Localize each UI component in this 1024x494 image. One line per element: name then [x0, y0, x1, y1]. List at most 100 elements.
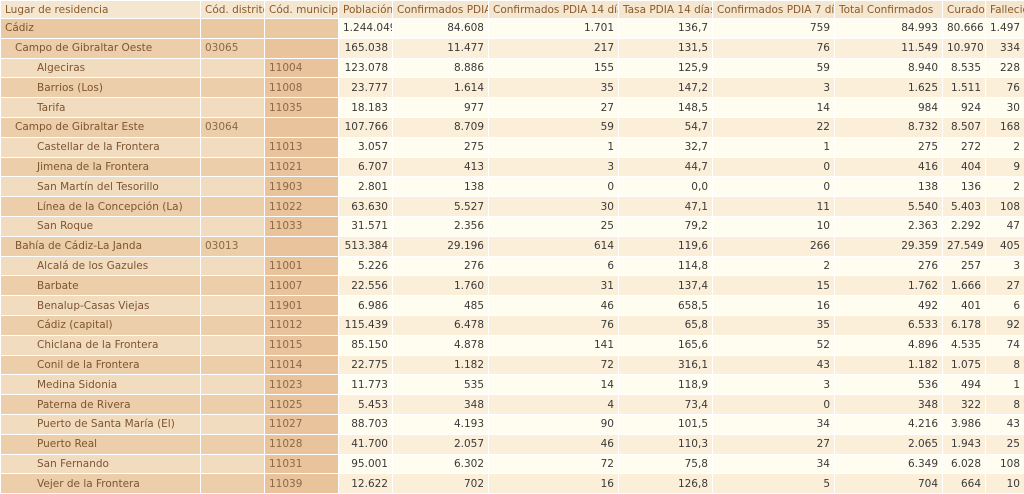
cell-confirmados-pdia-14-dias: 16	[488, 473, 619, 494]
cell-total-confirmados: 1.762	[834, 275, 943, 297]
cell-cod-distrito: 03013	[200, 235, 265, 257]
cell-lugar-de-residencia: Campo de Gibraltar Oeste	[0, 37, 201, 59]
cell-tasa-pdia-14-dias: 658,5	[618, 295, 713, 316]
column-header-total-confirmados[interactable]: Total Confirmados	[834, 0, 943, 19]
cell-confirmados-pdia: 29.196	[392, 235, 489, 257]
column-header-confirmados-pdia-14-dias[interactable]: Confirmados PDIA 14 días	[488, 0, 619, 19]
cell-cod-municipio: 11004	[264, 57, 339, 79]
table-row[interactable]: Paterna de Rivera 11025 5.453 348 4 73,4 0 348 3…	[0, 394, 1024, 415]
table-row[interactable]: San Fernando 11031 95.001 6.302 72 75,8 34 6.34…	[0, 453, 1024, 475]
cell-tasa-pdia-14-dias: 125,9	[618, 57, 713, 79]
table-row[interactable]: Alcalá de los Gazules 11001 5.226 276 6 114,8…	[0, 255, 1024, 277]
table-row[interactable]: Puerto de Santa María (El) 11027 88.703 4.1…	[0, 413, 1024, 435]
cell-cod-distrito	[200, 57, 265, 79]
column-header-cod-distrito[interactable]: Cód. distrito	[200, 0, 265, 19]
cell-tasa-pdia-14-dias: 0,0	[618, 176, 713, 198]
cell-confirmados-pdia-7-dias: 0	[712, 176, 835, 198]
cell-confirmados-pdia-7-dias: 759	[712, 18, 835, 39]
table-row[interactable]: Cádiz (capital) 11012 115.439 6.478 76 65,8 35…	[0, 314, 1024, 336]
table-row[interactable]: Jimena de la Frontera 11021 6.707 413 3 44,7 0…	[0, 156, 1024, 178]
table-row[interactable]: Puerto Real 11028 41.700 2.057 46 110,3 27 2.06…	[0, 433, 1024, 455]
cell-curados: 27.549	[942, 235, 986, 257]
column-header-confirmados-pdia-7-dias[interactable]: Confirmados PDIA 7 días	[712, 0, 835, 19]
cell-tasa-pdia-14-dias: 114,8	[618, 255, 713, 277]
cell-curados: 80.666	[942, 18, 986, 39]
cell-curados: 8.535	[942, 57, 986, 79]
column-header-poblacion[interactable]: Población	[338, 0, 393, 19]
cell-cod-distrito	[200, 334, 265, 356]
cell-cod-municipio: 11025	[264, 394, 339, 415]
cell-total-confirmados: 348	[834, 394, 943, 415]
cell-tasa-pdia-14-dias: 148,5	[618, 97, 713, 118]
table-row[interactable]: Benalup-Casas Viejas 11901 6.986 485 46 658,5…	[0, 295, 1024, 316]
cell-poblacion: 123.078	[338, 57, 393, 79]
cell-confirmados-pdia: 1.760	[392, 275, 489, 297]
table-row[interactable]: Barbate 11007 22.556 1.760 31 137,4 15 1.762 1.6…	[0, 275, 1024, 297]
column-header-curados[interactable]: Curados	[942, 0, 986, 19]
cell-total-confirmados: 2.065	[834, 433, 943, 455]
cell-poblacion: 18.183	[338, 97, 393, 118]
table-row[interactable]: Campo de Gibraltar Este 03064 107.766 8.709…	[0, 116, 1024, 138]
cell-cod-municipio: 11027	[264, 413, 339, 435]
cell-cod-municipio: 11023	[264, 374, 339, 396]
cell-confirmados-pdia-7-dias: 14	[712, 97, 835, 118]
cell-lugar-de-residencia: Puerto Real	[0, 433, 201, 455]
table-row[interactable]: San Roque 11033 31.571 2.356 25 79,2 10 2.363 2.…	[0, 215, 1024, 237]
cell-curados: 5.403	[942, 196, 986, 217]
cell-confirmados-pdia: 6.478	[392, 314, 489, 336]
cell-fallecidos: 8	[985, 394, 1024, 415]
cell-confirmados-pdia-7-dias: 15	[712, 275, 835, 297]
table-row[interactable]: Conil de la Frontera 11014 22.775 1.182 72 31…	[0, 354, 1024, 376]
table-row[interactable]: Cádiz 1.244.049 84.608 1.701 136,7 759 84.993 8…	[0, 18, 1024, 39]
cell-fallecidos: 108	[985, 453, 1024, 475]
column-header-fallecidos[interactable]: Fallecidos	[985, 0, 1024, 19]
table-row[interactable]: Medina Sidonia 11023 11.773 535 14 118,9 3 536 4…	[0, 374, 1024, 396]
cell-fallecidos: 168	[985, 116, 1024, 138]
cell-fallecidos: 2	[985, 176, 1024, 198]
cell-cod-municipio: 11015	[264, 334, 339, 356]
cell-cod-municipio: 11008	[264, 77, 339, 99]
cell-total-confirmados: 276	[834, 255, 943, 277]
cell-tasa-pdia-14-dias: 44,7	[618, 156, 713, 178]
cell-total-confirmados: 2.363	[834, 215, 943, 237]
cell-total-confirmados: 984	[834, 97, 943, 118]
table-row[interactable]: Línea de la Concepción (La) 11022 63.630 5.…	[0, 196, 1024, 217]
cell-confirmados-pdia-7-dias: 35	[712, 314, 835, 336]
table-body: Cádiz 1.244.049 84.608 1.701 136,7 759 84.993 8…	[0, 18, 1024, 494]
cell-poblacion: 165.038	[338, 37, 393, 59]
table-row[interactable]: Barrios (Los) 11008 23.777 1.614 35 147,2 3 1.6…	[0, 77, 1024, 99]
cell-cod-distrito	[200, 453, 265, 475]
table-row[interactable]: Vejer de la Frontera 11039 12.622 702 16 126,…	[0, 473, 1024, 494]
cell-cod-municipio: 11028	[264, 433, 339, 455]
cell-poblacion: 6.707	[338, 156, 393, 178]
cell-confirmados-pdia: 485	[392, 295, 489, 316]
cell-poblacion: 11.773	[338, 374, 393, 396]
cell-curados: 136	[942, 176, 986, 198]
cell-cod-distrito	[200, 215, 265, 237]
table-row[interactable]: Tarifa 11035 18.183 977 27 148,5 14 984 924 30	[0, 97, 1024, 118]
column-header-cod-municipio[interactable]: Cód. municipio	[264, 0, 339, 19]
column-header-confirmados-pdia[interactable]: Confirmados PDIA	[392, 0, 489, 19]
column-header-lugar-de-residencia[interactable]: Lugar de residencia	[0, 0, 201, 19]
cell-lugar-de-residencia: Conil de la Frontera	[0, 354, 201, 376]
cell-total-confirmados: 138	[834, 176, 943, 198]
cell-curados: 2.292	[942, 215, 986, 237]
table-row[interactable]: Algeciras 11004 123.078 8.886 155 125,9 59 8.94…	[0, 57, 1024, 79]
column-header-tasa-pdia-14-dias[interactable]: Tasa PDIA 14 días	[618, 0, 713, 19]
cell-curados: 3.986	[942, 413, 986, 435]
cell-curados: 6.178	[942, 314, 986, 336]
cell-confirmados-pdia-7-dias: 43	[712, 354, 835, 376]
cell-confirmados-pdia-14-dias: 6	[488, 255, 619, 277]
header-row: Lugar de residencia Cód. distrito Cód. mun…	[0, 0, 1024, 19]
table-row[interactable]: Campo de Gibraltar Oeste 03065 165.038 11.4…	[0, 37, 1024, 59]
table-row[interactable]: Bahía de Cádiz-La Janda 03013 513.384 29.19…	[0, 235, 1024, 257]
cell-fallecidos: 47	[985, 215, 1024, 237]
table-row[interactable]: Chiclana de la Frontera 11015 85.150 4.878 1…	[0, 334, 1024, 356]
cell-confirmados-pdia-7-dias: 2	[712, 255, 835, 277]
table-row[interactable]: Castellar de la Frontera 11013 3.057 275 1 32…	[0, 136, 1024, 158]
cell-tasa-pdia-14-dias: 119,6	[618, 235, 713, 257]
cell-confirmados-pdia-7-dias: 10	[712, 215, 835, 237]
table-row[interactable]: San Martín del Tesorillo 11903 2.801 138 0 0,…	[0, 176, 1024, 198]
cell-cod-distrito	[200, 473, 265, 494]
cell-tasa-pdia-14-dias: 147,2	[618, 77, 713, 99]
